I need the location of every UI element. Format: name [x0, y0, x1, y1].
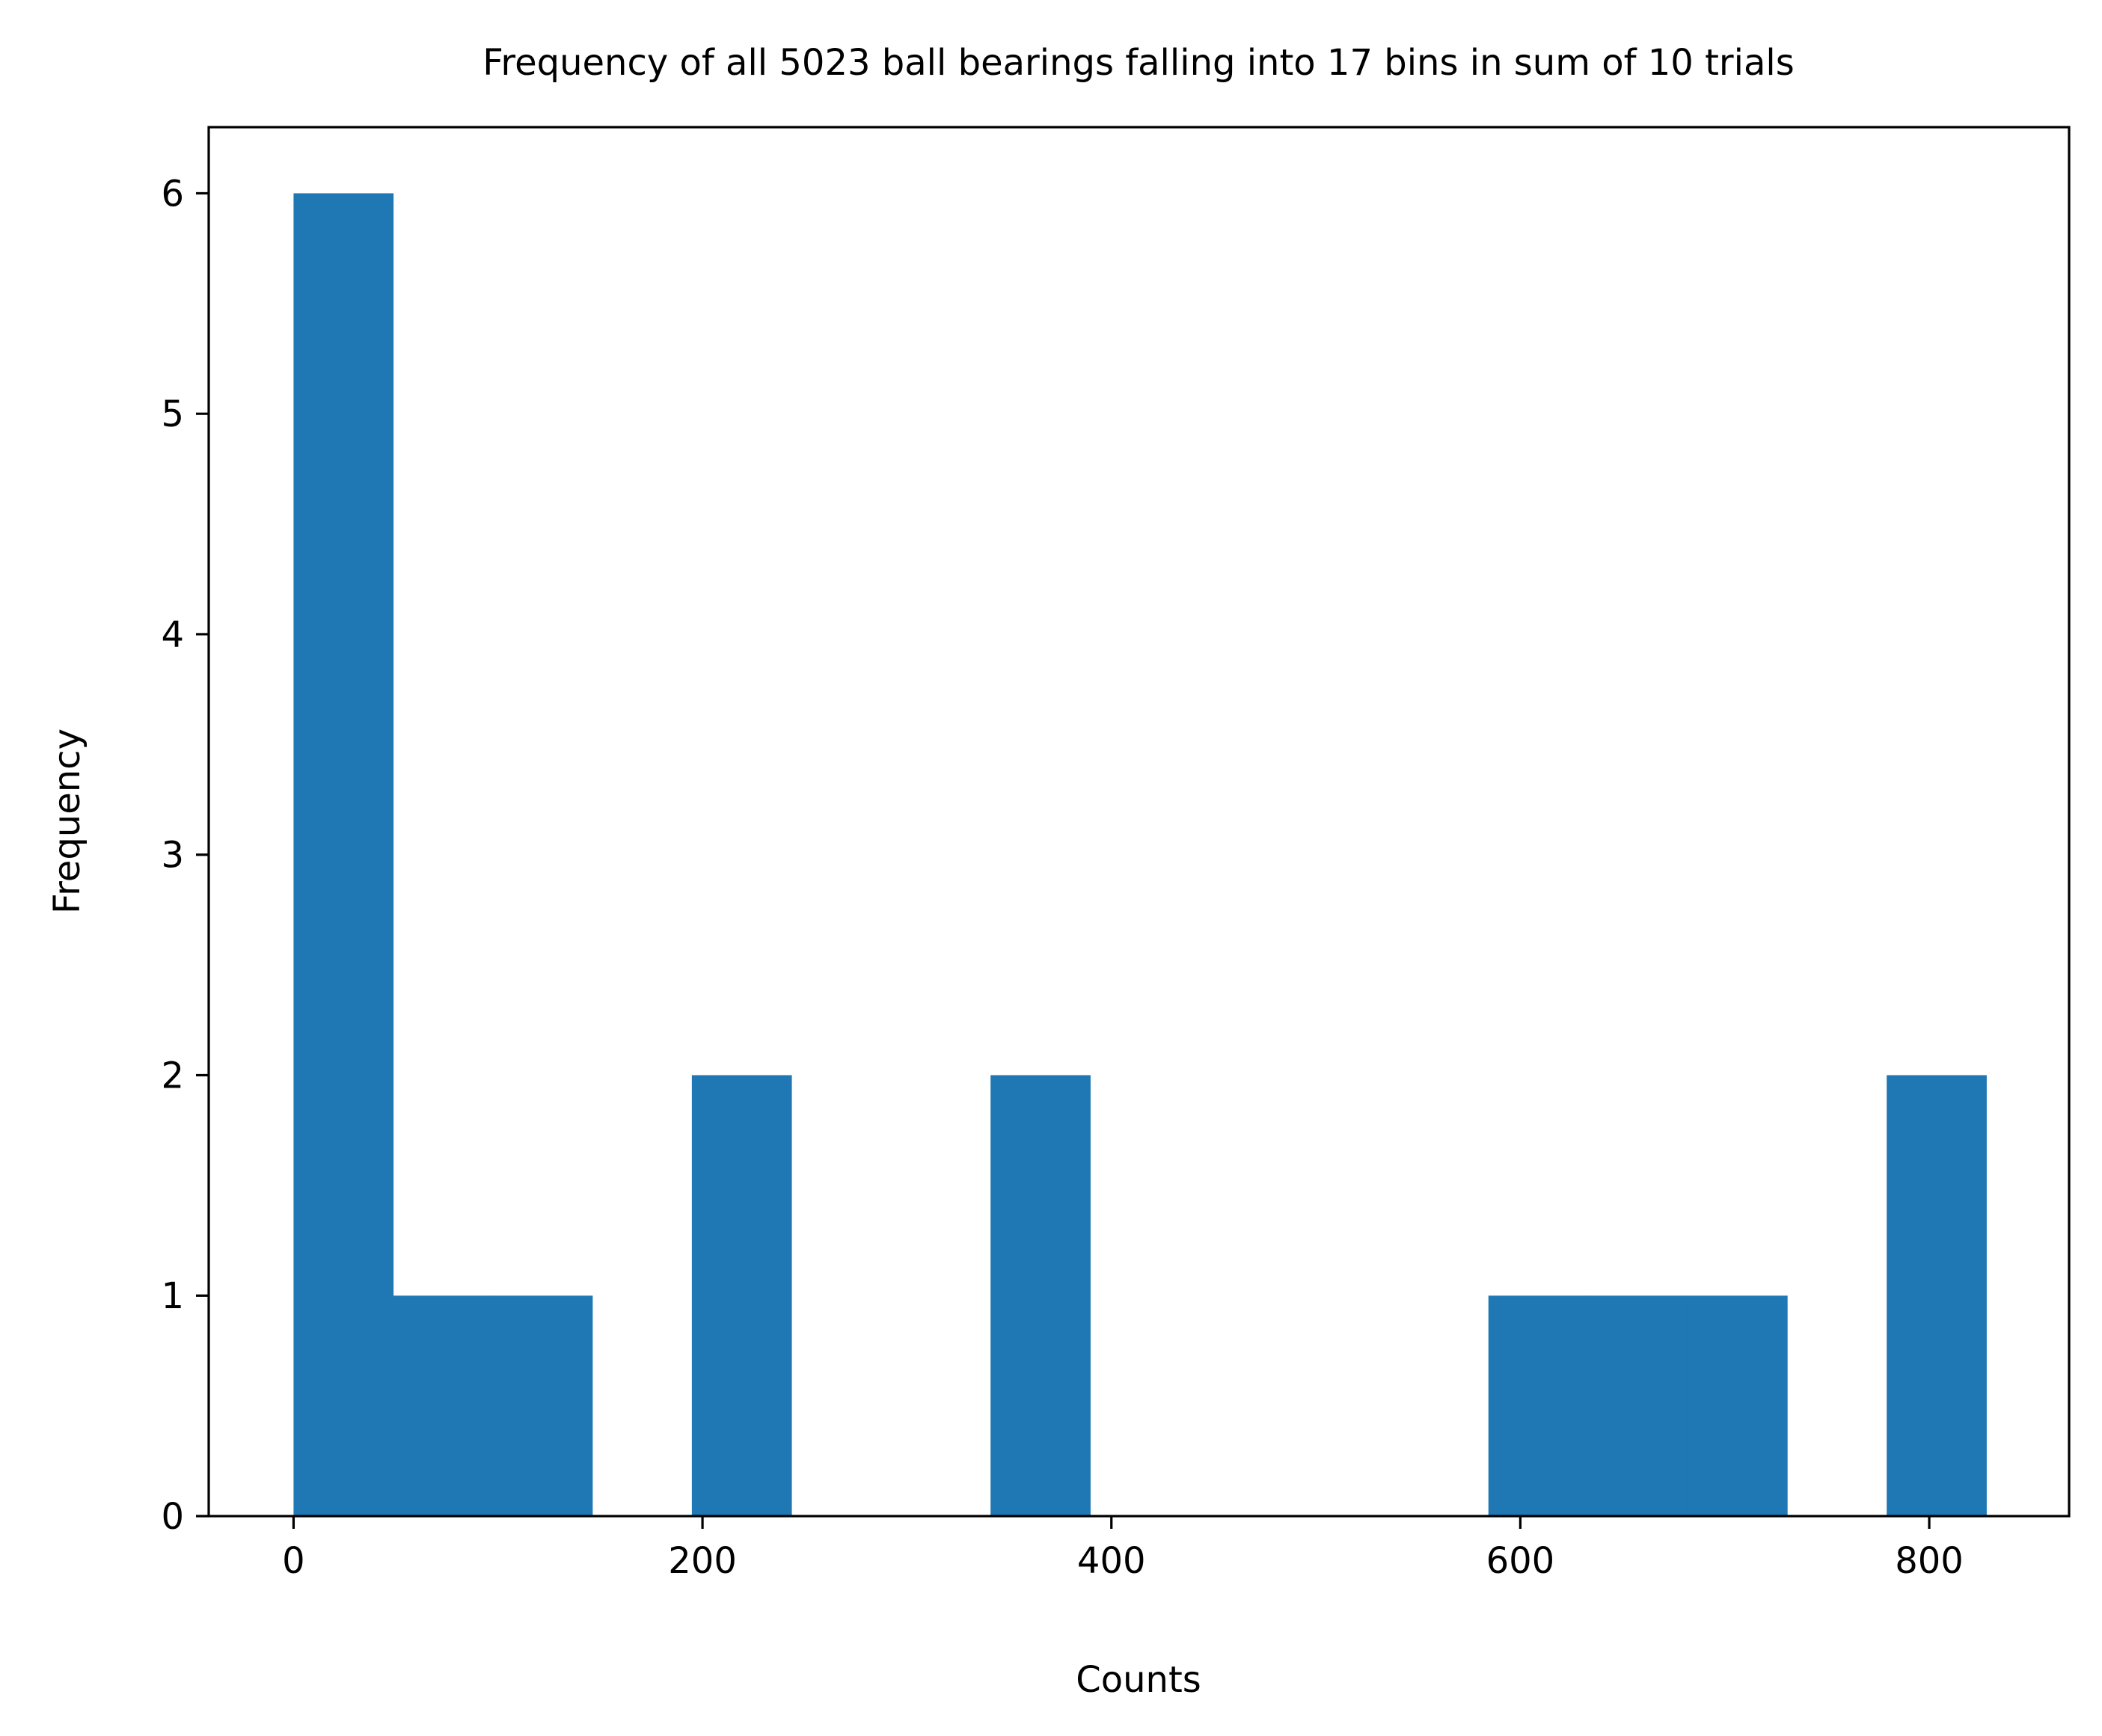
histogram-bar-7: [990, 1075, 1091, 1516]
x-tick-label: 800: [1895, 1540, 1964, 1582]
histogram-bar-1: [393, 1295, 494, 1516]
y-axis-label: Frequency: [46, 729, 88, 914]
y-tick-label: 1: [161, 1275, 184, 1317]
y-tick-label: 0: [161, 1496, 184, 1538]
histogram-bar-14: [1687, 1295, 1788, 1516]
histogram-bar-13: [1587, 1295, 1688, 1516]
x-axis-ticks: 0 200 400 600 800: [282, 1516, 1964, 1582]
y-tick-label: 5: [161, 393, 184, 435]
x-tick-label: 400: [1077, 1540, 1146, 1582]
y-tick-label: 4: [161, 614, 184, 656]
y-tick-label: 6: [161, 173, 184, 215]
y-tick-label: 3: [161, 835, 184, 877]
histogram-bar-12: [1488, 1295, 1589, 1516]
x-tick-label: 200: [668, 1540, 737, 1582]
histogram-bar-2: [492, 1295, 593, 1516]
x-tick-label: 600: [1486, 1540, 1555, 1582]
y-axis-ticks: 0 1 2 3 4 5 6: [161, 173, 209, 1538]
histogram-bar-0: [293, 193, 394, 1517]
histogram-bar-4: [691, 1075, 792, 1516]
x-tick-label: 0: [282, 1540, 305, 1582]
histogram-bar-16: [1887, 1075, 1987, 1516]
y-tick-label: 2: [161, 1055, 184, 1096]
chart-title: Frequency of all 5023 ball bearings fall…: [482, 42, 1794, 84]
plot-frame: [207, 126, 2071, 1518]
x-axis-label: Counts: [1076, 1659, 1201, 1701]
bars-group: [293, 193, 1987, 1517]
